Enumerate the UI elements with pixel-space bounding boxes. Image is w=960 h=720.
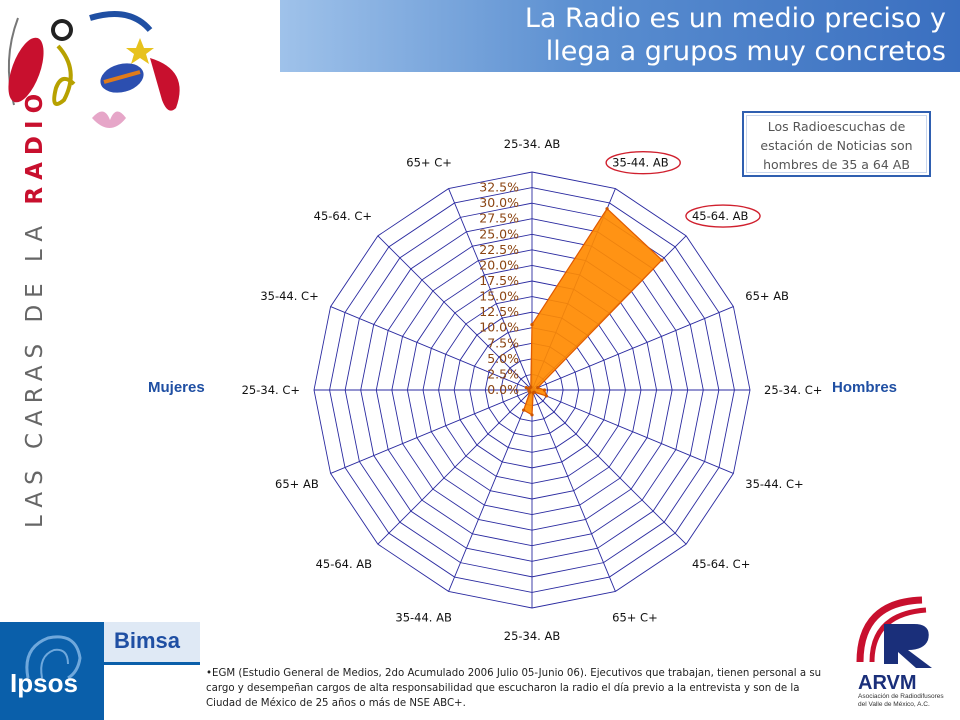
tick-label: 10.0% [479,320,519,335]
footnote: •EGM (Estudio General de Medios, 2do Acu… [206,668,822,709]
grid-spoke [448,188,533,391]
data-point-4564ab-2 [660,258,664,262]
category-label: 35-44. AB [612,156,669,170]
page-title-line-2: llega a grupos muy concretos [545,36,946,67]
callout-line-3: hombres de 35 a 64 AB [763,157,910,172]
ipsos-logo-text: Ipsos [10,668,78,698]
tick-label: 20.0% [479,257,519,272]
arvm-logo-text: ARVM [858,672,917,694]
tick-label: 12.5% [479,304,519,319]
ipsos-logo [0,622,104,720]
tick-label: 5.0% [487,351,519,366]
category-label: 25-34. AB [504,137,561,151]
tick-label: 2.5% [487,366,519,381]
radio-faces-logo-icon [7,11,180,128]
grid-spoke [531,389,687,545]
tick-label: 32.5% [479,180,519,195]
data-point-3544c+-5 [544,394,548,398]
callout-line-1: Los Radioescuchas de [767,119,906,134]
data-point-3544c+-13 [524,386,528,390]
category-label: 25-34. AB [504,629,561,643]
grid-spoke [531,306,734,391]
tick-label: 22.5% [479,242,519,257]
grid-spoke [377,235,533,391]
highlight-circle [685,204,761,228]
category-label: 45-64. C+ [314,209,372,223]
tick-label: 15.0% [479,289,519,304]
tick-label: 0.0% [487,382,519,397]
hombres-label: Hombres [832,379,898,396]
title-bar: La Radio es un medio preciso y llega a g… [280,0,960,72]
grid-spoke [330,389,533,474]
tick-label: 7.5% [487,335,519,350]
category-label: 65+ AB [745,289,789,303]
data-point-3544ab-1 [605,207,609,211]
highlight-circle [605,151,681,175]
grid-spoke [448,389,533,592]
callout-line-2: estación de Noticias son [760,138,913,153]
data-point-65+c+-15 [529,385,533,389]
grid-spoke [531,389,616,592]
category-label: 35-44. C+ [745,477,803,491]
category-label: 35-44. C+ [260,289,318,303]
data-point-3544ab-9 [522,408,526,412]
category-label: 25-34. C+ [764,383,822,397]
mujeres-label: Mujeres [148,379,205,396]
category-label: 25-34. C+ [242,383,300,397]
category-label: 35-44. AB [395,610,452,624]
data-point-2534ab-0 [530,323,534,327]
tick-label: 27.5% [479,211,519,226]
tick-label: 17.5% [479,273,519,288]
callout-box: Los Radioescuchas de estación de Noticia… [742,111,931,177]
data-point-2534ab-8 [530,413,534,417]
category-label: 65+ C+ [406,156,452,170]
grid-spoke [377,389,533,545]
grid-spoke [330,306,533,391]
grid-spoke [531,389,734,474]
data-point-65+ab-3 [536,386,540,390]
category-label: 45-64. C+ [692,557,750,571]
page-title-line-1: La Radio es un medio preciso y [524,3,946,34]
category-label: 45-64. AB [316,557,373,571]
ipsos-head-icon [25,635,82,680]
category-label: 45-64. AB [692,209,749,223]
bimsa-logo-text: Bimsa [114,628,181,653]
arvm-logo-icon [856,596,932,668]
bimsa-divider [104,662,200,720]
tick-label: 25.0% [479,226,519,241]
data-point-2534c+-4 [542,388,547,392]
category-label: 65+ C+ [612,610,658,624]
arvm-logo-subtitle: Asociación de Radiodifusores del Valle d… [858,693,944,708]
bimsa-logo [104,622,200,662]
tick-label: 30.0% [479,195,519,210]
data-point-65+c+-7 [531,391,535,395]
category-label: 65+ AB [275,477,319,491]
